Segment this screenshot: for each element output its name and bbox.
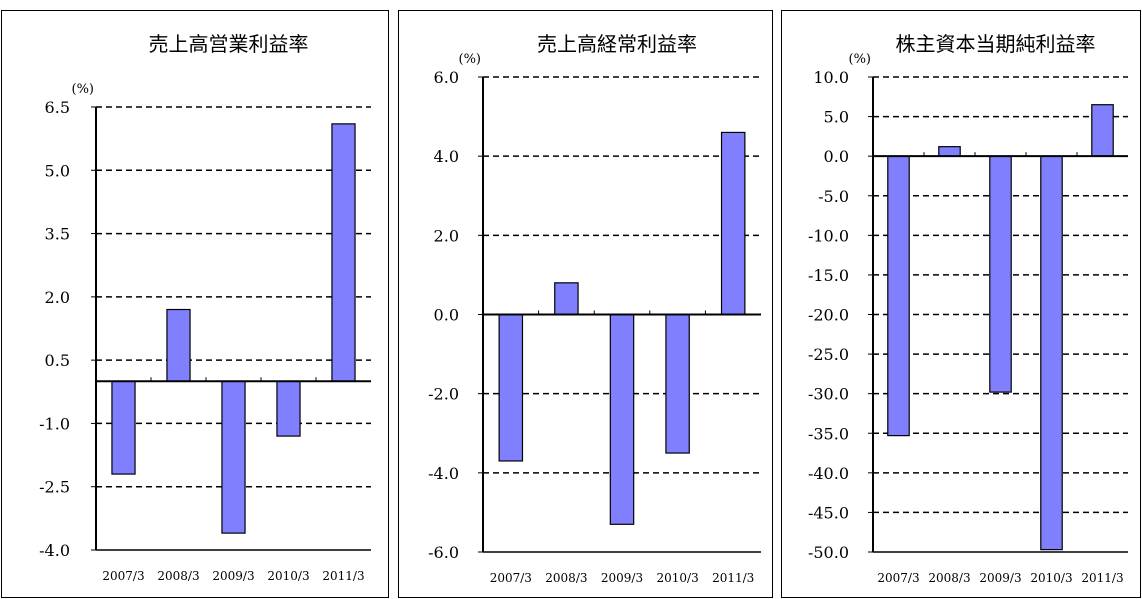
chart-title: 株主資本当期純利益率: [896, 32, 1096, 56]
x-category-label: 2010/3: [267, 569, 309, 583]
y-unit-label: (%): [72, 82, 95, 97]
y-tick-label: 2.0: [45, 288, 70, 307]
x-category-label: 2008/3: [928, 571, 970, 585]
y-tick-label: -2.5: [39, 478, 70, 497]
y-tick-label: 2.0: [434, 226, 459, 245]
bar-2008-3: [938, 146, 961, 157]
y-tick-label: 4.0: [434, 147, 459, 166]
y-tick-label: -15.0: [808, 266, 849, 285]
x-category-label: 2010/3: [1030, 571, 1072, 585]
chart-panel-ordinary-margin: 売上高経常利益率 (%) 6.0 4.0 2.0 0.0 -2.0 -4.0 -6.0 2007/…: [398, 10, 773, 598]
bar-2008-3: [554, 282, 579, 316]
chart-ordinary-margin: 売上高経常利益率 (%)6.0 4.0 2.0 0.0 -2.0 -4.0 -6.0 2007/…: [428, 32, 761, 585]
chart-title: 売上高経常利益率: [537, 32, 697, 56]
chart-roe: 株主資本当期純利益率 (%)10.0 5.0 0.0 -5.0 -10.0 -15.0 -20…: [808, 32, 1128, 585]
y-tick-label: -35.0: [808, 424, 849, 443]
chart-operating-margin: 売上高営業利益率 (%)6.5 5.0 3.5 2.0 0.5 -1.0 -2.5 -4.0 20…: [39, 32, 371, 583]
chart-panel-operating-margin: 売上高営業利益率 (%) 6.5 5.0 3.5 2.0 0.5 -1.0 -2.5 -4.0 20…: [1, 10, 389, 598]
y-tick-label: 0.0: [824, 147, 849, 166]
y-tick-label: 5.0: [824, 108, 849, 127]
y-tick-label: 5.0: [45, 161, 70, 180]
y-tick-label: -2.0: [428, 385, 459, 404]
x-category-label: 2009/3: [979, 571, 1021, 585]
y-unit-label: (%): [849, 52, 872, 67]
x-category-label: 2009/3: [601, 571, 643, 585]
bar-2011-3: [720, 131, 746, 316]
x-category-label: 2007/3: [102, 569, 144, 583]
bar-2009-3: [989, 155, 1012, 393]
bar-2007-3: [498, 313, 524, 462]
y-tick-label: -20.0: [808, 306, 849, 325]
bar-2007-3: [887, 155, 910, 437]
bar-2011-3: [331, 123, 356, 382]
x-category-label: 2007/3: [877, 571, 919, 585]
y-tick-label: -4.0: [39, 541, 70, 560]
y-tick-label: -30.0: [808, 385, 849, 404]
y-tick-label: -6.0: [428, 543, 459, 562]
y-tick-label: -40.0: [808, 464, 849, 483]
x-category-label: 2007/3: [490, 571, 532, 585]
chart-title: 売上高営業利益率: [149, 32, 309, 56]
y-tick-label: 0.5: [45, 351, 70, 370]
y-tick-label: 10.0: [813, 68, 849, 87]
y-tick-label: -45.0: [808, 503, 849, 522]
y-unit-label: (%): [459, 52, 482, 67]
x-category-label: 2008/3: [157, 569, 199, 583]
y-tick-label: 6.5: [45, 98, 70, 117]
bar-2007-3: [111, 380, 136, 475]
y-tick-label: 3.5: [45, 225, 70, 244]
bar-2008-3: [166, 308, 191, 382]
bar-2009-3: [609, 313, 635, 525]
y-tick-label: -50.0: [808, 543, 849, 562]
x-category-label: 2010/3: [656, 571, 698, 585]
y-tick-label: -5.0: [818, 187, 849, 206]
bar-2011-3: [1091, 104, 1114, 157]
y-tick-label: -1.0: [39, 414, 70, 433]
chart-panel-roe: 株主資本当期純利益率 (%) 10.0 5.0 0.0 -5.0 -10.0 -15.0 -20…: [781, 10, 1141, 598]
bar-2010-3: [276, 380, 301, 437]
y-tick-label: 0.0: [434, 306, 459, 325]
x-category-label: 2009/3: [212, 569, 254, 583]
y-tick-label: -10.0: [808, 226, 849, 245]
x-category-label: 2011/3: [322, 569, 364, 583]
y-tick-label: -4.0: [428, 464, 459, 483]
x-category-label: 2008/3: [545, 571, 587, 585]
bar-2010-3: [1040, 155, 1063, 551]
y-tick-label: -25.0: [808, 345, 849, 364]
x-category-label: 2011/3: [1081, 571, 1123, 585]
bar-2009-3: [221, 380, 246, 534]
x-category-label: 2011/3: [712, 571, 754, 585]
y-tick-label: 6.0: [434, 68, 459, 87]
bar-2010-3: [665, 313, 690, 454]
